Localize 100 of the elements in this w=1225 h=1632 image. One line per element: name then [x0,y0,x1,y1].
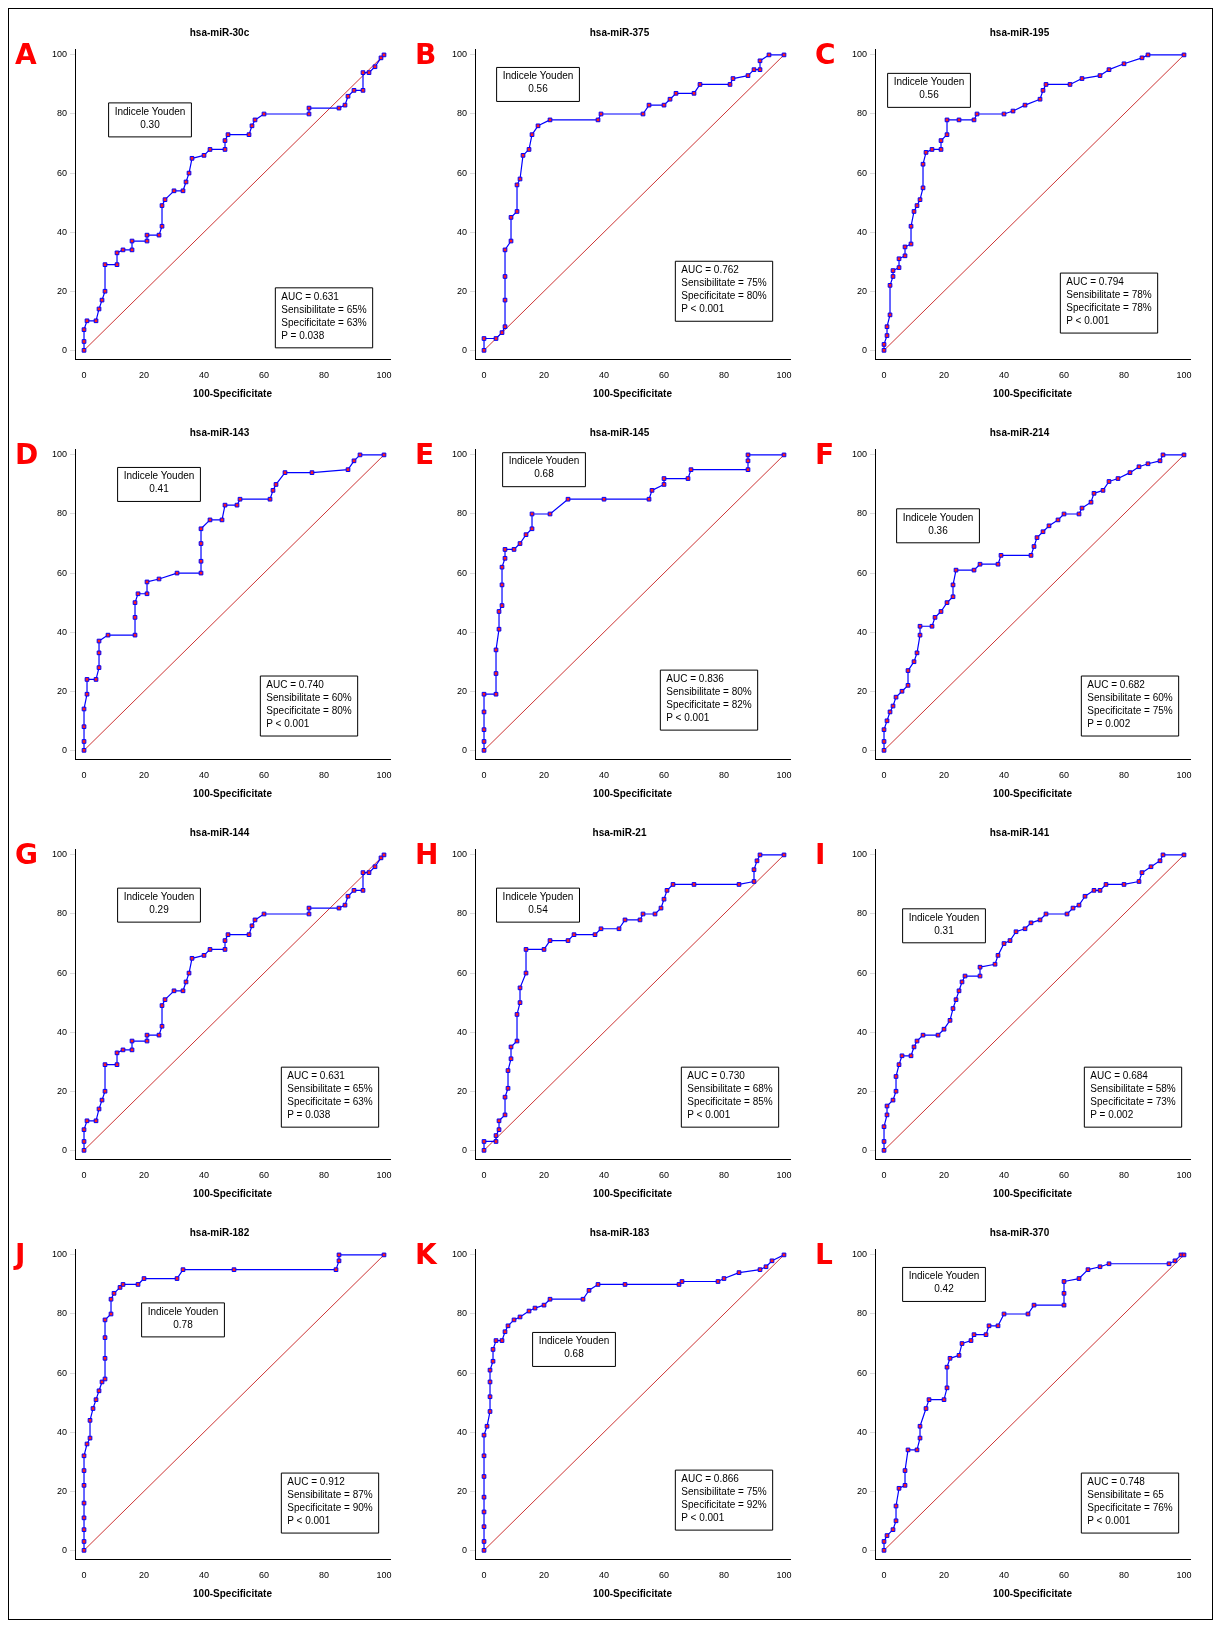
point [481,691,487,697]
point [81,1148,87,1153]
point [493,671,499,676]
point [336,105,342,111]
point [517,541,523,546]
point [135,1282,141,1287]
point [902,244,908,250]
point [357,452,363,458]
point [977,973,983,979]
point [670,882,676,887]
point [953,567,959,573]
y-tick-label: 0 [62,1544,68,1555]
point [745,452,751,458]
x-tick-label: 100 [1176,770,1192,781]
x-tick-label: 80 [719,1170,730,1181]
annotation: AUC = 0.730 Sensibilitate = 68% Specificitate = 85% P < 0.001 [687,1069,773,1120]
y-tick-label: 60 [857,167,868,178]
x-tick-label: 60 [659,1170,670,1181]
point [884,1533,890,1538]
point [520,153,526,158]
text: H [415,838,439,872]
point [661,476,667,481]
point [207,517,213,523]
annotation: Indicele Youden 0.41 [123,470,195,495]
point [983,1332,989,1338]
point [81,1468,87,1473]
point [144,591,150,597]
point [336,1252,342,1258]
point [487,1379,493,1385]
annotation: Indicele Youden 0.78 [147,1305,219,1330]
point [237,496,243,502]
point [956,1353,962,1358]
point [911,659,917,665]
point [971,1332,977,1338]
point [571,932,577,938]
point [586,1288,592,1293]
y-tick-label: 20 [57,1085,68,1096]
point [493,647,499,653]
x-tick-label: 80 [319,370,330,381]
point [484,1423,490,1429]
point [1013,929,1019,935]
point [1181,452,1187,458]
y-tick-label: 0 [62,1144,68,1155]
point [508,238,514,244]
y-tick-label: 0 [62,344,68,355]
point [270,488,276,493]
point [198,570,204,576]
point [661,896,667,902]
point [93,1397,99,1403]
point [754,858,760,864]
x-tick-label: 0 [881,1570,887,1581]
x-tick-label: 0 [81,370,87,381]
y-tick-label: 0 [862,344,868,355]
point [769,1258,775,1264]
point [1145,461,1151,467]
y-tick-label: 60 [857,967,868,978]
point [225,132,231,138]
x-tick-label: 20 [939,1570,950,1581]
point [246,932,252,938]
point [763,1264,769,1270]
point [159,223,165,229]
y-tick-label: 100 [51,849,68,860]
point [222,947,228,952]
y-tick-label: 60 [57,567,68,578]
point [751,879,757,884]
x-axis-title: 100-Specificitate [593,1187,673,1199]
point [81,1139,87,1144]
point [481,727,487,732]
point [646,496,652,502]
point [1166,1261,1172,1267]
y-tick-label: 80 [457,508,468,519]
point [968,1338,974,1343]
point [1031,544,1037,549]
point [481,748,487,753]
point [1079,505,1085,511]
annotation: Indicele Youden 0.68 [538,1335,610,1360]
point [685,476,691,481]
point [81,1515,87,1521]
y-tick-label: 20 [457,285,468,296]
point [881,739,887,744]
point [736,1270,742,1275]
point [207,947,213,952]
point [598,926,604,932]
point [730,76,736,81]
y-tick-label: 0 [862,744,868,755]
point [114,262,120,267]
point [592,932,598,938]
point [201,953,207,958]
point [502,274,508,279]
y-tick-label: 40 [857,1426,868,1437]
point [893,1503,899,1509]
y-tick-label: 20 [857,285,868,296]
point [887,312,893,318]
y-tick-label: 80 [457,108,468,119]
point [899,1053,905,1059]
text: L [815,1238,833,1272]
x-tick-label: 60 [1059,770,1070,781]
point [595,117,601,123]
point [499,603,505,608]
point [252,117,258,123]
